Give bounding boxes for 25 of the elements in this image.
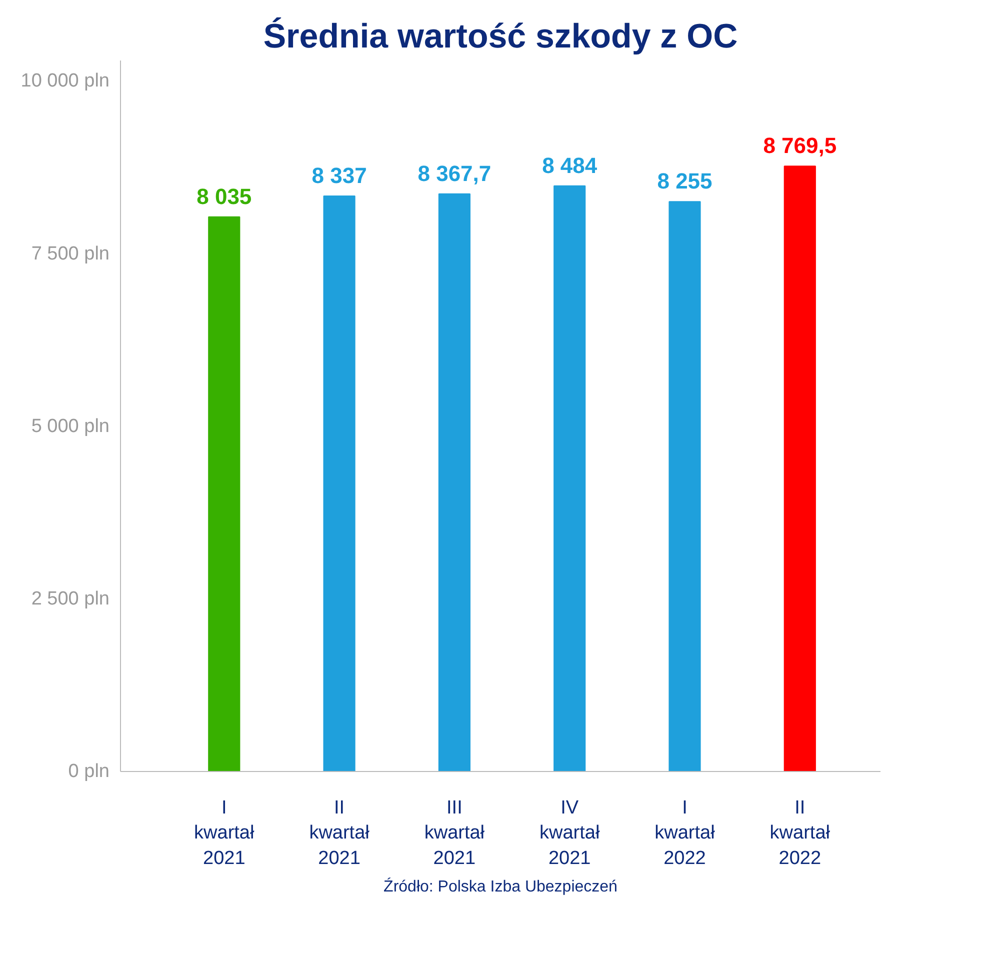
bar <box>208 216 240 772</box>
bar <box>554 185 586 772</box>
chart-title: Średnia wartość szkody z OC <box>263 16 738 56</box>
bar <box>784 166 816 772</box>
y-tick-label: 5 000 pln <box>31 416 110 437</box>
bar <box>668 201 701 772</box>
data-label: 8 035 <box>196 184 252 209</box>
data-label: 8 255 <box>657 168 712 194</box>
x-tick-label: IV kwartał 2021 <box>540 798 600 869</box>
text: Źródło: Polska Izba Ubezpieczeń <box>384 878 618 896</box>
data-label: 8 367,7 <box>418 160 492 186</box>
x-tick-label: II kwartał 2022 <box>770 798 831 869</box>
bar <box>438 193 470 772</box>
y-tick-label: 0 pln <box>68 761 110 782</box>
bar <box>323 196 356 772</box>
y-tick-label: 10 000 pln <box>20 70 110 92</box>
data-label: 8 337 <box>312 163 367 188</box>
data-label: 8 484 <box>542 152 598 178</box>
x-tick-label: I kwartał 2022 <box>654 798 716 869</box>
y-tick-label: 2 500 pln <box>31 588 110 610</box>
x-tick-label: III kwartał 2021 <box>424 798 486 869</box>
x-tick-label: II kwartał 2021 <box>309 798 370 869</box>
data-label: 8 769,5 <box>763 133 837 158</box>
x-tick-label: I kwartał 2021 <box>194 798 256 869</box>
y-tick-label: 7 500 pln <box>31 243 110 264</box>
